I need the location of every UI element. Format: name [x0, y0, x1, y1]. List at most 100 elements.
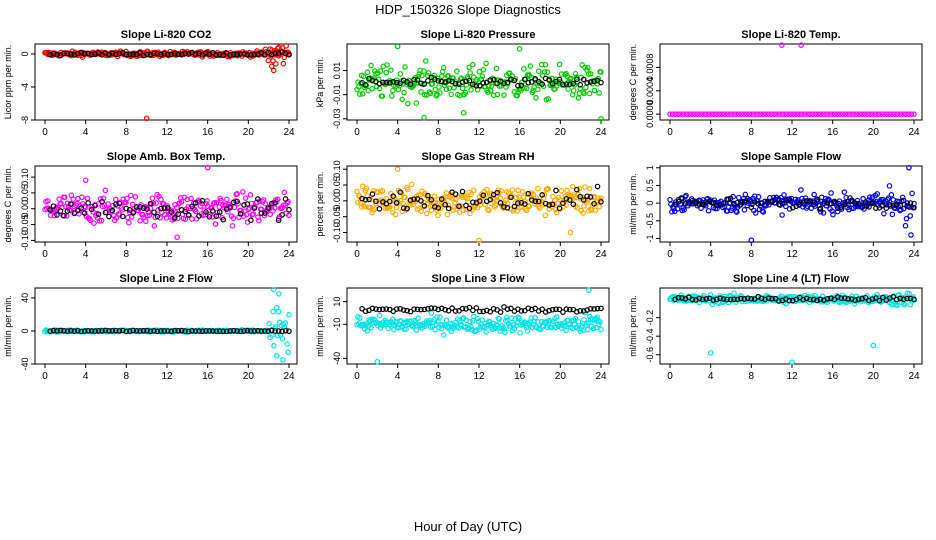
x-tick-label: 24 [908, 127, 920, 138]
data-point-black [161, 205, 168, 211]
data-point-black [234, 198, 240, 205]
data-point [875, 111, 882, 117]
outlier-point [748, 237, 755, 244]
data-point [467, 210, 473, 217]
data-point-black [456, 203, 462, 210]
data-point-black [682, 200, 689, 207]
data-point [255, 214, 261, 220]
data-point [413, 100, 420, 106]
x-tick-label: 4 [395, 127, 401, 138]
data-point [280, 60, 287, 67]
x-tick-label: 4 [395, 249, 401, 260]
data-point [254, 199, 260, 206]
data-point-black [244, 52, 251, 58]
data-point-black [116, 328, 123, 334]
data-point-black [598, 305, 604, 312]
plot-frame [34, 165, 298, 243]
x-tick-label: 8 [749, 249, 755, 260]
data-point-black [279, 328, 285, 335]
data-point [538, 61, 545, 68]
plot-frame [659, 43, 923, 121]
data-point-black [230, 199, 237, 206]
x-tick-label: 24 [908, 371, 920, 382]
data-point-black [480, 192, 487, 199]
data-point-black [696, 295, 703, 302]
outlier-point [598, 115, 604, 122]
data-point-black [85, 200, 91, 206]
data-point [283, 43, 289, 49]
data-point-black [68, 51, 74, 57]
data-point-black [532, 75, 539, 82]
data-point [218, 197, 224, 204]
data-point-black [88, 328, 95, 334]
data-point-black [78, 205, 85, 211]
data-point [234, 190, 240, 197]
data-point [869, 194, 876, 200]
data-point [851, 301, 858, 307]
data-point [388, 67, 394, 73]
data-point [775, 196, 782, 202]
x-tick-label: 0 [354, 249, 360, 260]
data-point [436, 84, 442, 90]
data-point-black [241, 328, 247, 334]
data-point-black [807, 296, 813, 303]
data-point [586, 90, 593, 97]
plot-frame [659, 165, 923, 243]
data-point [515, 314, 521, 321]
data-point [408, 181, 415, 188]
outlier-point [707, 350, 714, 356]
data-point-black [168, 209, 175, 215]
data-point-black [706, 198, 713, 205]
data-point [700, 111, 706, 117]
x-tick-label: 20 [868, 127, 880, 138]
data-point-black [165, 205, 171, 211]
data-point-black [900, 296, 907, 303]
data-point [468, 191, 474, 198]
data-point-black [876, 204, 883, 211]
data-point [885, 195, 892, 201]
data-point-black [873, 205, 879, 211]
data-point-black [244, 201, 251, 207]
panel-9: Slope Line 4 (LT) Flow ml/min per min. 0 4 8… [628, 273, 923, 382]
data-point-black [522, 76, 528, 83]
data-point-black [241, 202, 247, 208]
data-point [126, 219, 132, 226]
data-point-black [883, 205, 890, 211]
data-point-black [904, 203, 910, 209]
data-point [743, 111, 750, 117]
data-point [441, 199, 448, 206]
data-point [274, 196, 281, 203]
data-point-black [734, 296, 741, 303]
data-point-black [123, 51, 130, 58]
data-point-black [494, 189, 500, 196]
data-point [516, 315, 522, 322]
data-point [443, 317, 450, 324]
data-point-black [852, 297, 858, 304]
data-point [397, 71, 404, 77]
data-point-black [237, 328, 244, 335]
x-tick-label: 8 [124, 249, 130, 260]
data-point-black [463, 202, 469, 209]
x-tick-label: 8 [436, 249, 442, 260]
data-point [368, 324, 374, 331]
data-point [473, 327, 480, 334]
data-point-black [376, 306, 383, 313]
y-tick-label: 0.10 [332, 160, 342, 178]
data-point-black [428, 305, 435, 311]
x-tick-label: 20 [555, 127, 567, 138]
data-point [724, 111, 731, 117]
data-point [357, 315, 363, 321]
data-point [582, 184, 588, 190]
data-point [542, 212, 549, 219]
data-point-black [546, 202, 552, 208]
data-point-black [783, 197, 789, 203]
data-point [804, 111, 810, 117]
data-point [888, 192, 895, 198]
data-point [575, 318, 582, 325]
data-point-black [452, 80, 459, 87]
data-point [846, 206, 852, 213]
data-point-black [703, 296, 710, 302]
data-point [886, 111, 893, 117]
data-point-black [88, 51, 95, 58]
data-point [755, 194, 762, 200]
